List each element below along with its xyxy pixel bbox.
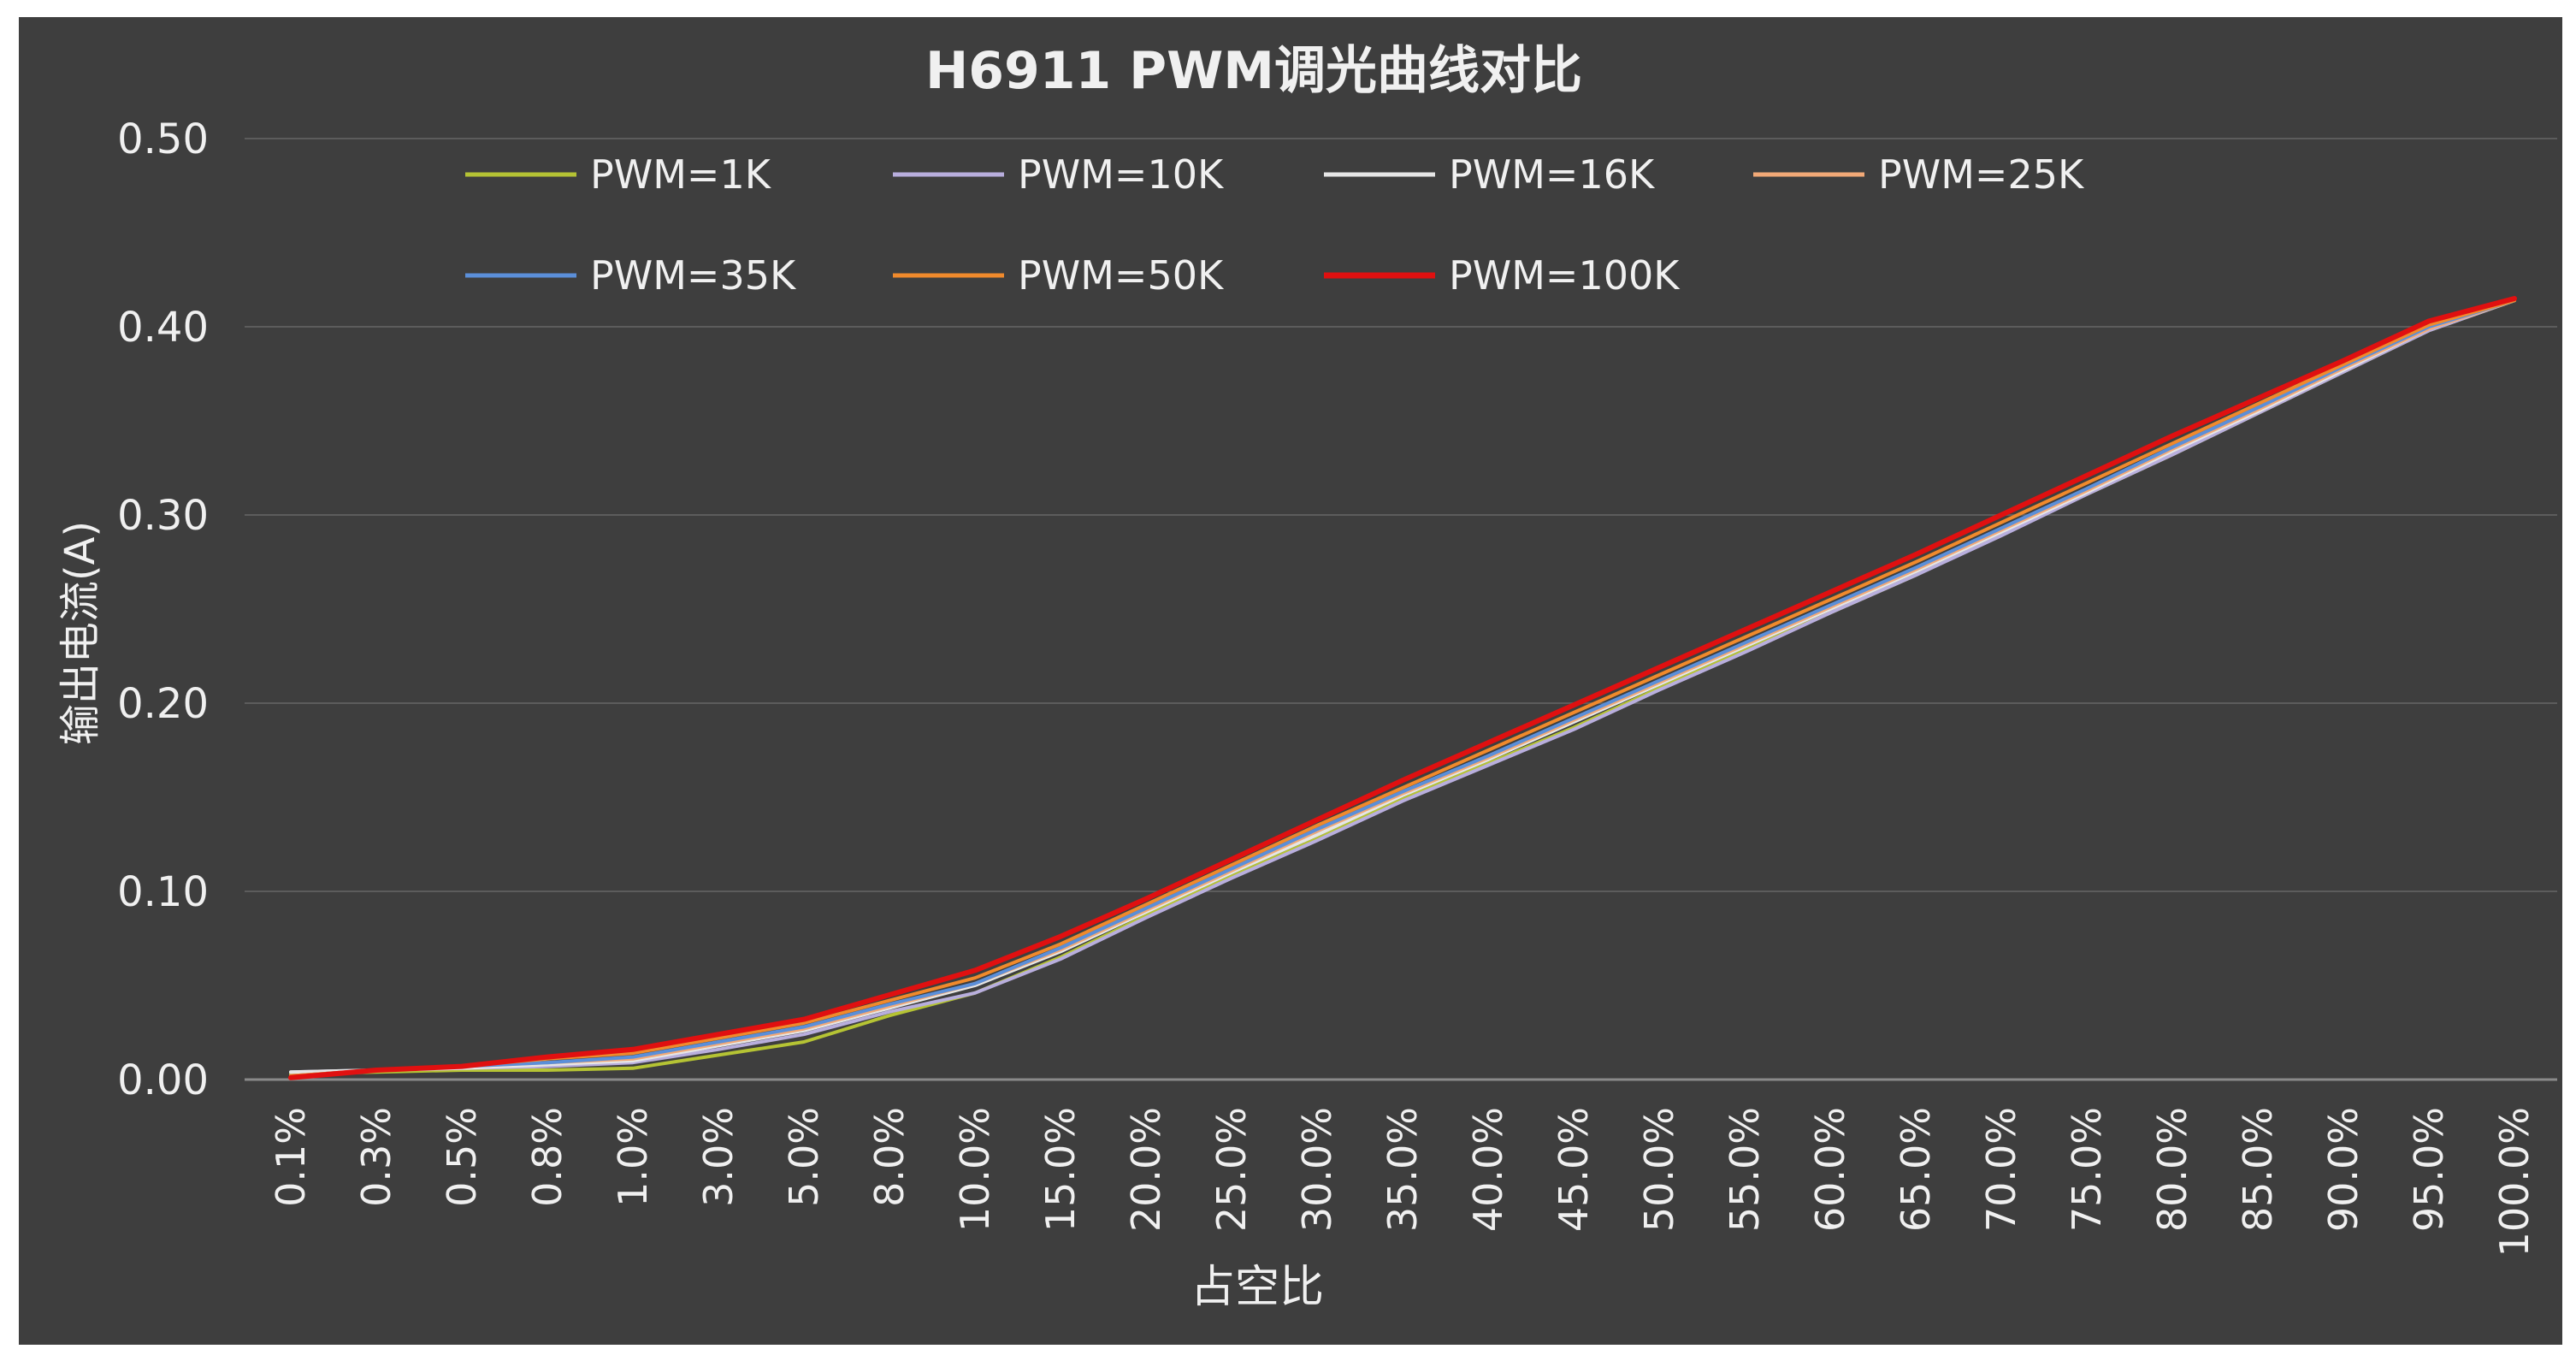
y-tick-label: 0.20: [117, 680, 209, 728]
y-axis-ticks: 0.00 0.10 0.20 0.30 0.40 0.50: [117, 115, 209, 1104]
x-axis-ticks: 0.1% 0.3% 0.5% 0.8% 1.0% 3.0% 5.0% 8.0% 10.0% 15.…: [268, 1107, 2538, 1257]
legend-label: PWM=16K: [1449, 151, 1656, 198]
series-lines: [288, 296, 2517, 1080]
x-tick-label: 65.0%: [1893, 1107, 1939, 1232]
x-tick-label: 8.0%: [866, 1107, 913, 1207]
x-tick-label: 45.0%: [1551, 1107, 1597, 1232]
x-tick-label: 75.0%: [2064, 1107, 2110, 1232]
x-tick-label: 55.0%: [1722, 1107, 1768, 1232]
chart-title: H6911 PWM调光曲线对比: [925, 41, 1582, 101]
y-tick-label: 0.40: [117, 304, 209, 352]
x-tick-label: 95.0%: [2406, 1107, 2452, 1232]
y-axis-label: 输出电流(A): [56, 521, 104, 745]
x-tick-label: 50.0%: [1636, 1107, 1682, 1232]
x-tick-label: 90.0%: [2320, 1107, 2366, 1232]
x-tick-label: 0.3%: [353, 1107, 399, 1207]
x-tick-label: 15.0%: [1037, 1107, 1084, 1232]
x-tick-label: 0.8%: [524, 1107, 570, 1207]
x-tick-label: 85.0%: [2235, 1107, 2281, 1232]
legend: PWM=1K PWM=10K PWM=16K PWM=25K PWM=35K PWM=50…: [465, 151, 2085, 299]
gridlines: [245, 138, 2557, 1081]
chart-background: [19, 17, 2562, 1345]
x-axis-label: 占空比: [1191, 1262, 1324, 1313]
x-tick-label: 40.0%: [1465, 1107, 1511, 1232]
y-tick-label: 0.00: [117, 1056, 209, 1104]
legend-label: PWM=100K: [1449, 252, 1681, 299]
series-line-PWM=100K: [288, 296, 2517, 1080]
x-tick-label: 25.0%: [1208, 1107, 1255, 1232]
x-tick-label: 70.0%: [1978, 1107, 2024, 1232]
x-tick-label: 0.5%: [439, 1107, 485, 1207]
x-tick-label: 30.0%: [1294, 1107, 1340, 1232]
x-tick-label: 0.1%: [268, 1107, 314, 1207]
x-tick-label: 3.0%: [695, 1107, 741, 1207]
legend-label: PWM=50K: [1018, 252, 1225, 299]
legend-label: PWM=1K: [590, 151, 772, 198]
x-tick-label: 5.0%: [781, 1107, 827, 1207]
x-tick-label: 1.0%: [610, 1107, 656, 1207]
x-tick-label: 10.0%: [952, 1107, 998, 1232]
series-line-PWM=10K: [289, 299, 2516, 1074]
legend-label: PWM=25K: [1878, 151, 2085, 198]
y-tick-label: 0.10: [117, 868, 209, 916]
series-line-PWM=50K: [289, 299, 2516, 1078]
legend-label: PWM=35K: [590, 252, 797, 299]
x-tick-label: 35.0%: [1380, 1107, 1426, 1232]
x-tick-label: 100.0%: [2491, 1107, 2538, 1257]
y-tick-label: 0.30: [117, 492, 209, 540]
legend-label: PWM=10K: [1018, 151, 1225, 198]
y-tick-label: 0.50: [117, 115, 209, 163]
series-line-PWM=35K: [289, 299, 2516, 1078]
x-tick-label: 20.0%: [1123, 1107, 1169, 1232]
x-tick-label: 60.0%: [1807, 1107, 1853, 1232]
x-tick-label: 80.0%: [2149, 1107, 2195, 1232]
